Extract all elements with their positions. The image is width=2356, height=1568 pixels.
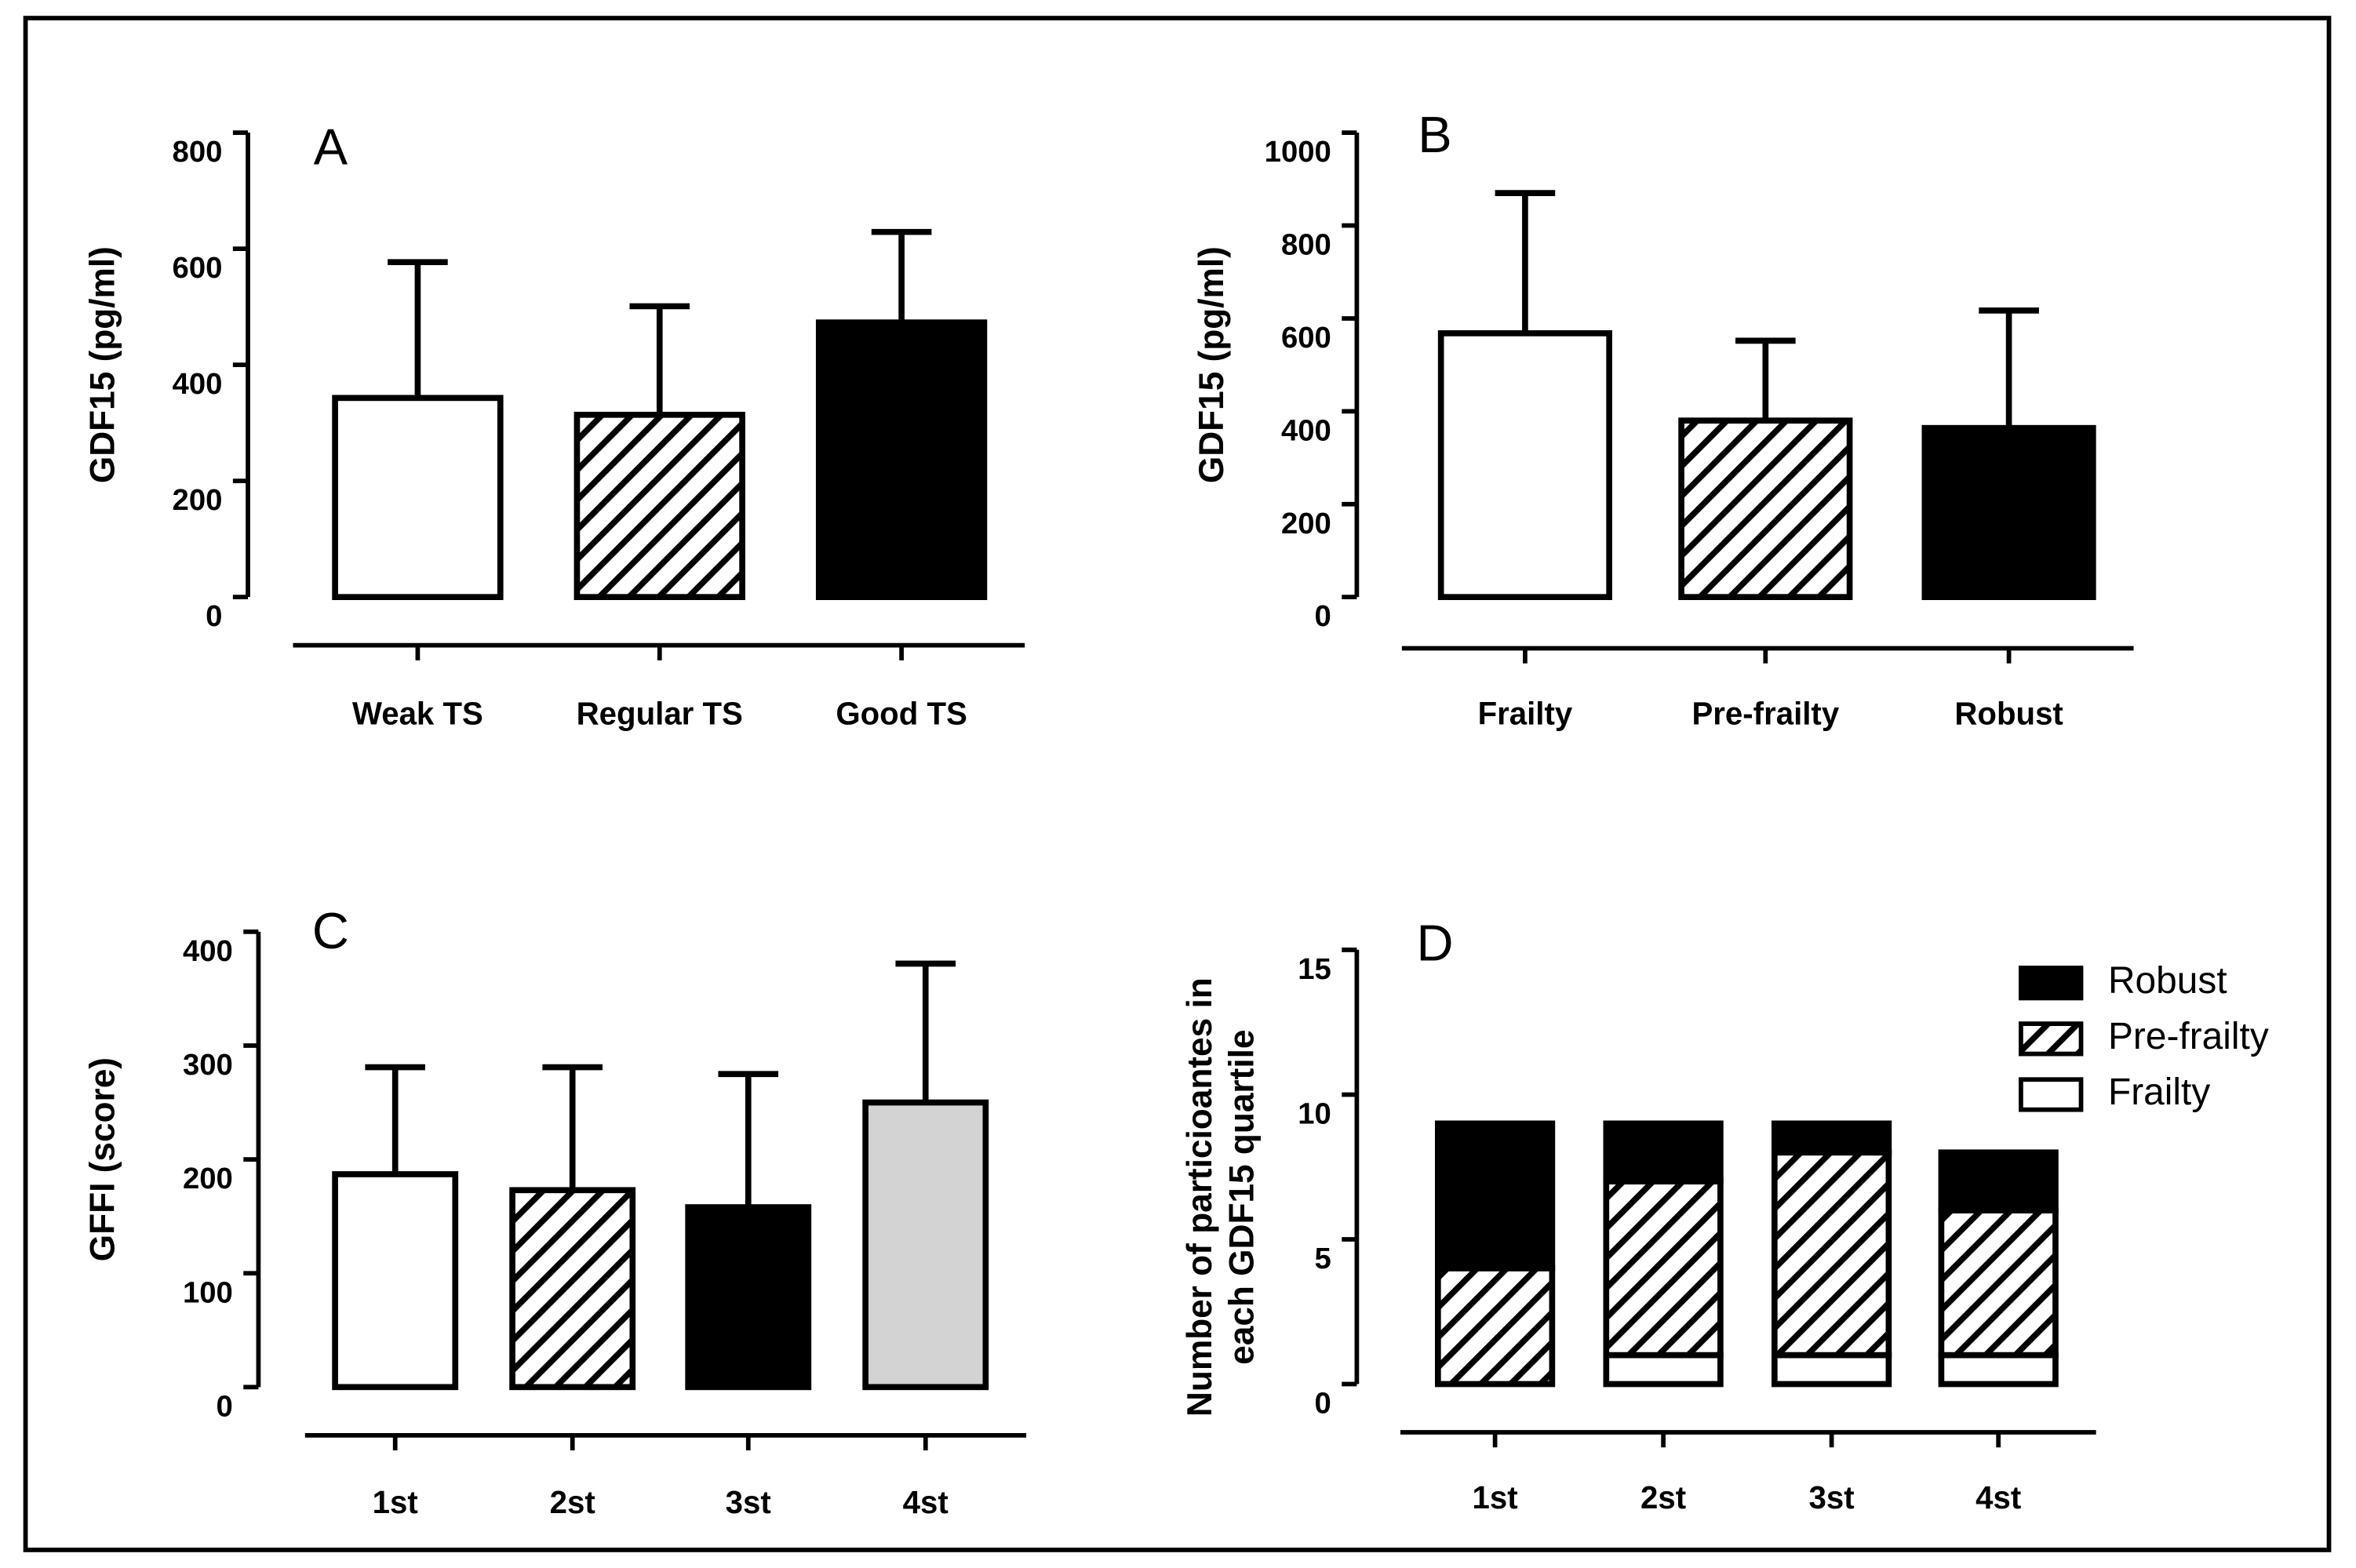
- x-tick-label: 1st: [373, 1485, 418, 1520]
- y-axis-label: GFFI (score): [84, 1057, 122, 1261]
- legend-label: Robust: [2108, 960, 2227, 1002]
- y-tick-label: 100: [183, 1275, 233, 1309]
- y-tick-label: 0: [1315, 1387, 1331, 1421]
- x-tick-label: 2st: [1640, 1480, 1686, 1515]
- bar-segment: [1938, 1149, 2059, 1213]
- x-tick-label: Robust: [1954, 697, 2063, 732]
- bar-segment: [1434, 1120, 1556, 1271]
- y-tick-label: 800: [1281, 228, 1331, 262]
- y-tick-label: 0: [206, 599, 222, 633]
- frame: [23, 16, 2332, 1552]
- bar-segment: [1603, 1120, 1724, 1185]
- bar: [862, 1099, 989, 1391]
- legend-swatch: [2019, 1077, 2084, 1112]
- y-axis-label: GDF15 (pg/ml): [84, 246, 122, 483]
- bar-segment: [1434, 1265, 1556, 1388]
- x-tick-label: Weak TS: [352, 697, 483, 732]
- y-tick-label: 400: [1281, 413, 1331, 447]
- y-tick-label: 15: [1298, 952, 1331, 986]
- y-tick-label: 200: [183, 1162, 233, 1195]
- y-tick-label: 1000: [1265, 135, 1331, 169]
- panel-letter: C: [312, 902, 349, 959]
- legend-label: Pre-frailty: [2108, 1016, 2269, 1057]
- x-tick-label: 1st: [1473, 1480, 1518, 1515]
- x-tick-label: 4st: [1975, 1480, 2021, 1515]
- y-tick-label: 400: [173, 367, 223, 401]
- x-tick-label: 2st: [550, 1485, 595, 1520]
- panel-letter: B: [1418, 106, 1451, 163]
- y-tick-label: 10: [1298, 1097, 1331, 1130]
- y-tick-label: 0: [1315, 599, 1331, 633]
- bar: [332, 1171, 459, 1391]
- bar-segment: [1603, 1352, 1724, 1388]
- bar-segment: [1771, 1120, 1892, 1156]
- bar: [1678, 417, 1853, 601]
- y-tick-label: 800: [173, 135, 223, 169]
- x-tick-label: Regular TS: [577, 697, 743, 732]
- x-tick-label: 3st: [726, 1485, 771, 1520]
- x-tick-label: Good TS: [836, 697, 967, 732]
- bar: [509, 1187, 636, 1391]
- y-axis-label: GDF15 (pg/ml): [1193, 246, 1231, 483]
- x-tick-label: Pre-frailty: [1691, 697, 1839, 732]
- y-axis-label: each GDF15 quartile: [1222, 1030, 1261, 1365]
- bar: [815, 319, 988, 601]
- x-tick-label: Frailty: [1478, 697, 1573, 732]
- bar-segment: [1771, 1149, 1892, 1359]
- y-tick-label: 400: [183, 934, 233, 968]
- bar: [332, 395, 504, 601]
- y-tick-label: 5: [1315, 1242, 1331, 1275]
- legend-label: Frailty: [2108, 1071, 2210, 1113]
- y-tick-label: 600: [173, 251, 223, 285]
- bar-segment: [1938, 1207, 2059, 1359]
- bar: [1437, 330, 1612, 601]
- panel-letter: D: [1416, 914, 1453, 971]
- y-tick-label: 200: [173, 483, 223, 517]
- y-tick-label: 300: [183, 1048, 233, 1082]
- bar: [1921, 424, 2096, 601]
- y-tick-label: 200: [1281, 507, 1331, 540]
- x-tick-label: 3st: [1809, 1480, 1855, 1515]
- bar: [574, 411, 745, 601]
- y-axis-label: Number of particioantes in: [1181, 977, 1219, 1417]
- bar-segment: [1771, 1352, 1892, 1388]
- x-tick-label: 4st: [903, 1485, 949, 1520]
- y-tick-label: 0: [217, 1389, 233, 1423]
- legend-swatch: [2019, 966, 2084, 1001]
- legend-swatch: [2019, 1021, 2084, 1057]
- y-tick-label: 600: [1281, 321, 1331, 355]
- panel-letter: A: [314, 118, 348, 175]
- bar-segment: [1603, 1178, 1724, 1359]
- bar: [685, 1204, 812, 1391]
- bar-segment: [1938, 1352, 2059, 1388]
